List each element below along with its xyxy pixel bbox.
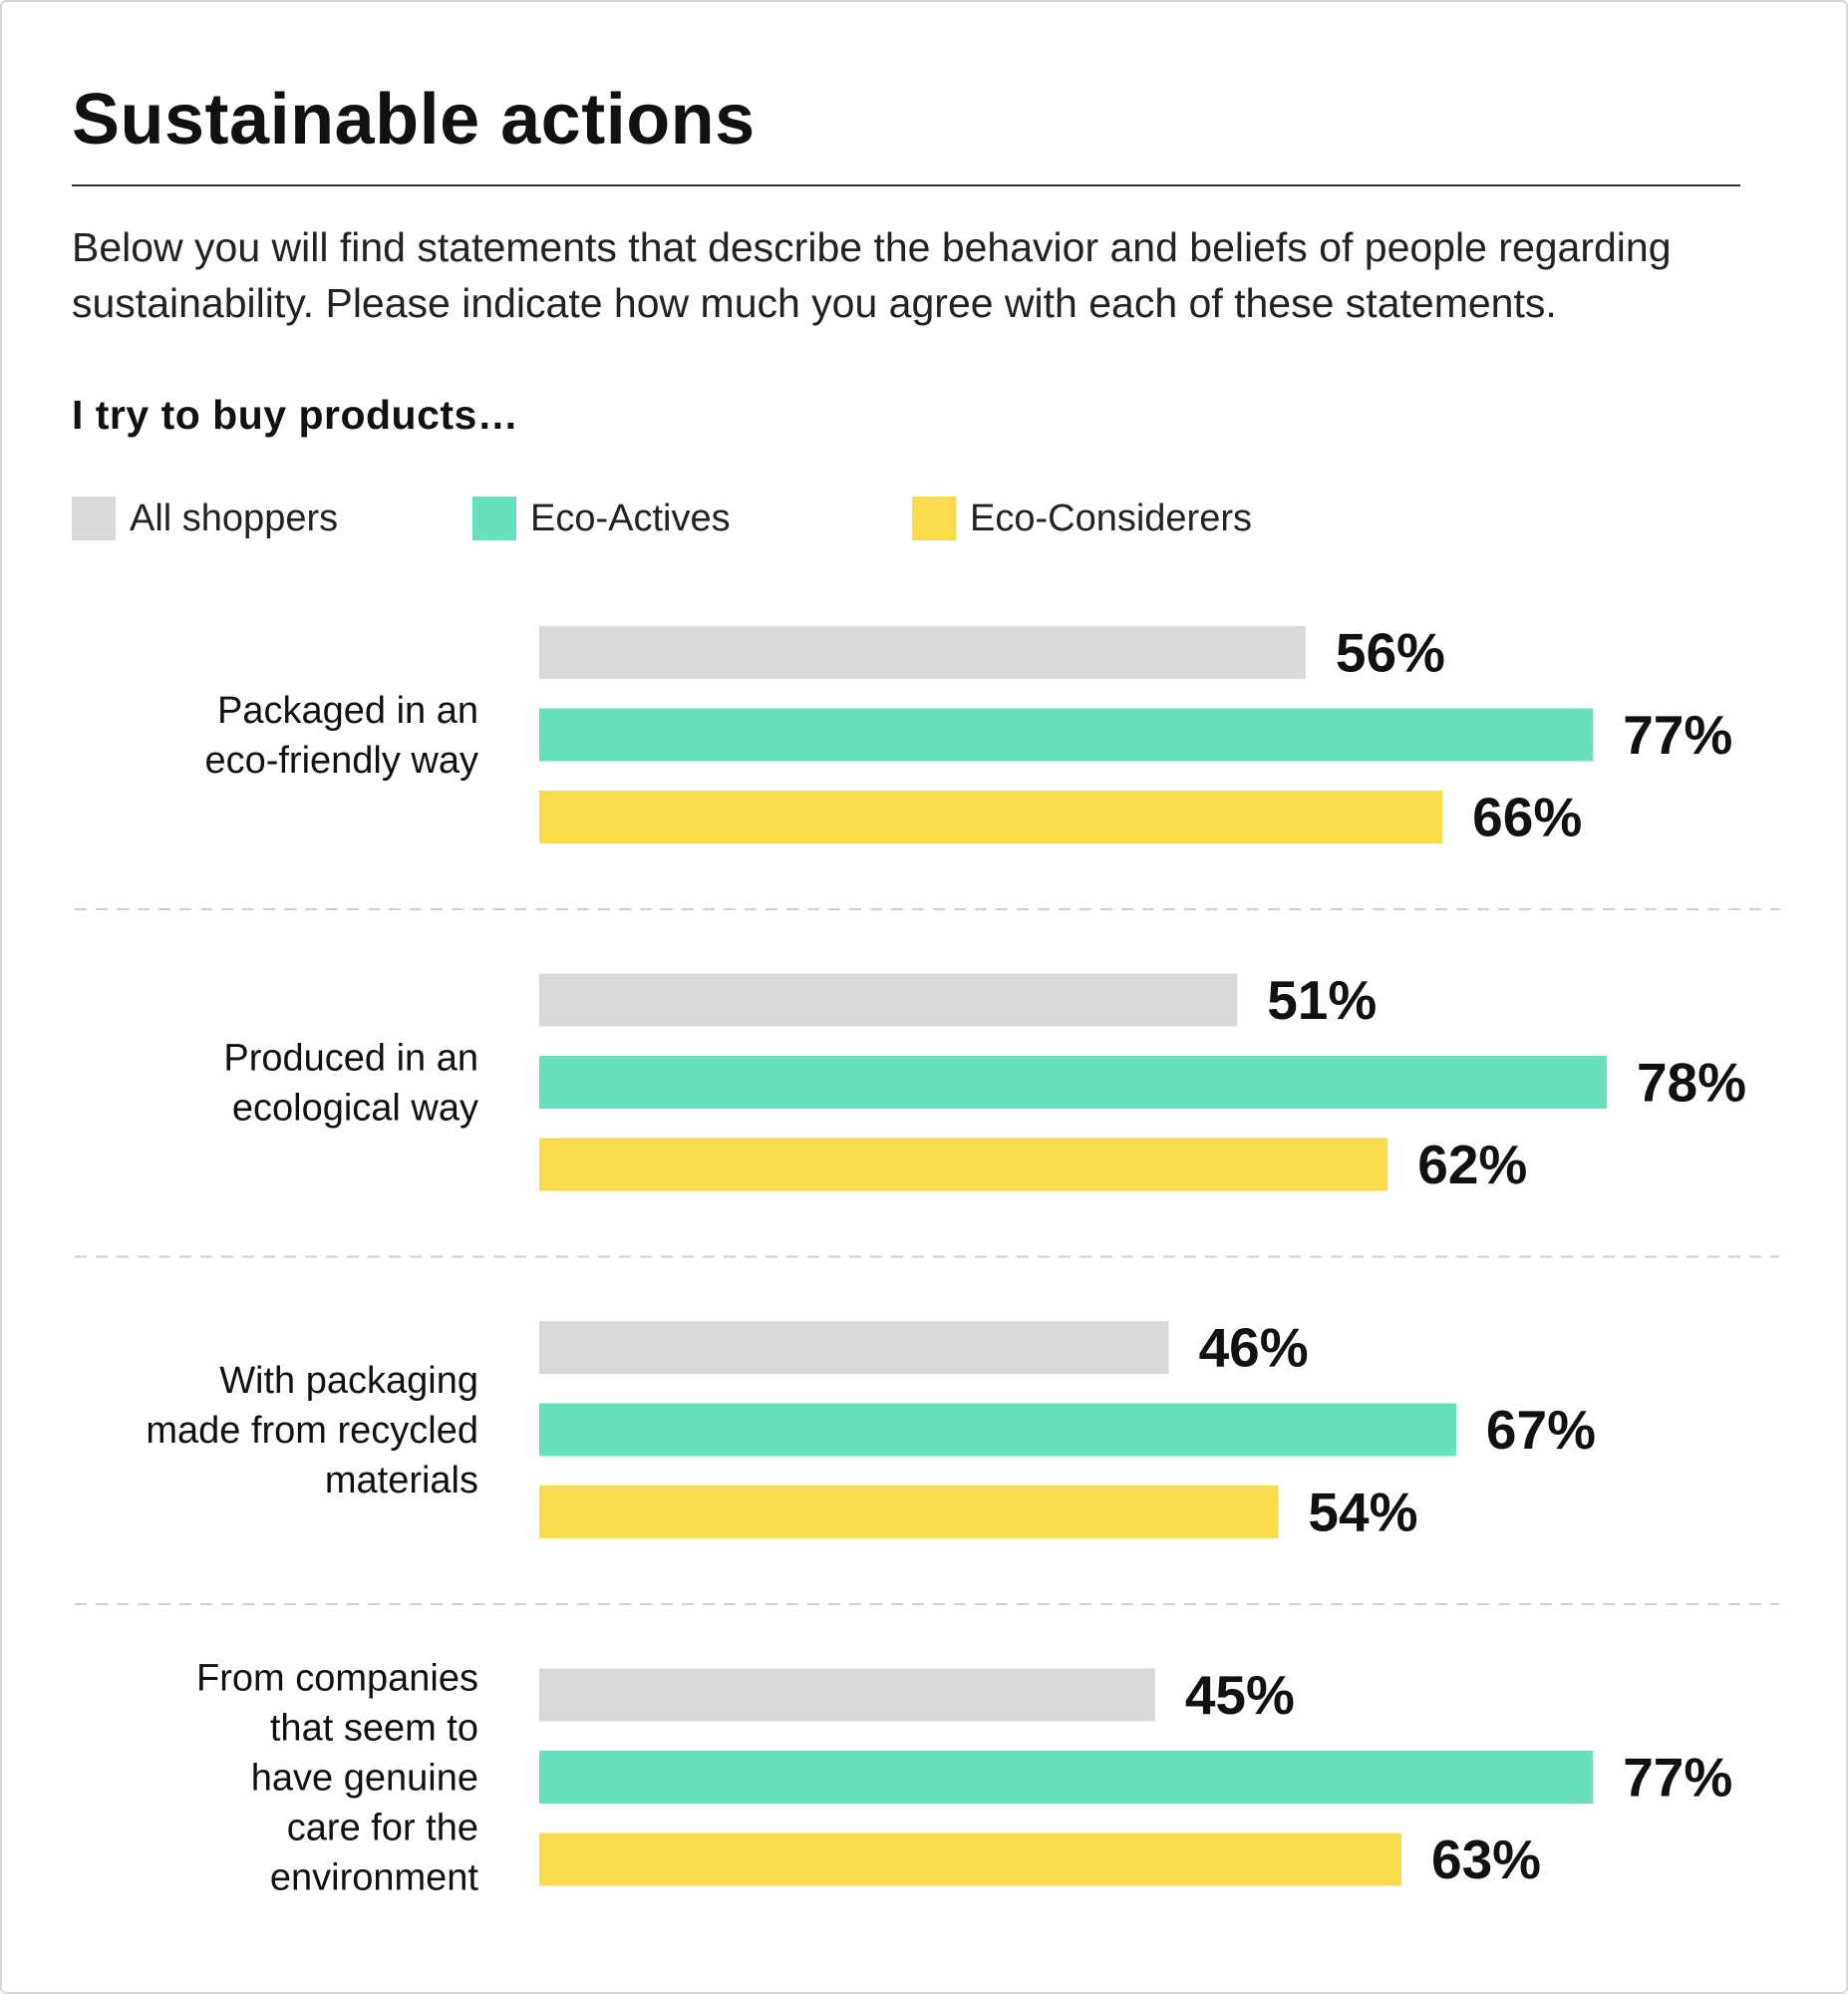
value-label-all-shoppers: 45% [1185,1664,1295,1726]
value-label-eco-considerers: 63% [1431,1828,1541,1890]
legend-item-eco-actives: Eco-Actives [472,494,731,543]
category-label: Packaged in an eco-friendly way [204,690,478,782]
bar-all-shoppers [539,626,1306,679]
legend-label-all-shoppers: All shoppers [130,497,339,539]
value-label-eco-actives: 77% [1623,1747,1732,1809]
bar-eco-considerers [539,1138,1388,1191]
bar-all-shoppers [539,1321,1169,1374]
category-label-line: made from recycled [146,1410,478,1452]
category-label-line: Produced in an [223,1038,478,1080]
category-label-line: environment [270,1857,479,1899]
bar-eco-considerers [539,1832,1401,1886]
category-label-line: With packaging [219,1360,478,1402]
title-divider [72,184,1740,186]
value-label-eco-considerers: 66% [1472,787,1582,848]
category-label-line: From companies [196,1658,478,1700]
bar-all-shoppers [539,973,1238,1027]
legend-item-all-shoppers: All shoppers [72,494,338,543]
bar-eco-actives [539,708,1594,762]
category-label: With packaging made from recycled material… [146,1360,478,1501]
bar-eco-actives [539,1056,1607,1109]
legend-swatch-all-shoppers [72,497,116,540]
bar-eco-actives [539,1751,1594,1804]
legend-item-eco-considerers: Eco-Considerers [912,494,1252,543]
value-label-all-shoppers: 56% [1336,622,1445,684]
category-label-line: have genuine [251,1758,478,1800]
value-label-eco-actives: 78% [1637,1052,1746,1114]
category-label-line: that seem to [270,1708,478,1750]
bar-eco-actives [539,1403,1456,1457]
bar-eco-considerers [539,1486,1279,1538]
category-label: From companies that seem to have genuine ca… [196,1658,478,1899]
value-label-all-shoppers: 51% [1267,969,1377,1031]
category-label-line: materials [325,1460,478,1501]
legend-label-eco-considerers: Eco-Considerers [970,497,1252,539]
category-label: Produced in an ecological way [223,1038,478,1130]
legend-label-eco-actives: Eco-Actives [530,497,731,539]
bar-eco-considerers [539,791,1443,843]
legend-swatch-eco-actives [472,497,516,540]
value-label-eco-considerers: 54% [1308,1482,1417,1543]
value-label-eco-actives: 67% [1486,1399,1596,1461]
category-label-line: eco-friendly way [204,740,478,782]
question-text: I try to buy products… [72,392,519,438]
bar-all-shoppers [539,1668,1155,1722]
value-label-all-shoppers: 46% [1199,1317,1309,1379]
legend-swatch-eco-considerers [912,497,956,540]
category-label-line: Packaged in an [217,690,478,732]
value-label-eco-actives: 77% [1623,704,1732,766]
value-label-eco-considerers: 62% [1417,1134,1527,1195]
category-label-line: care for the [287,1808,478,1849]
category-label-line: ecological way [232,1088,478,1130]
chart-title: Sustainable actions [72,80,756,160]
chart-subtitle: Below you will find statements that desc… [72,224,1672,326]
